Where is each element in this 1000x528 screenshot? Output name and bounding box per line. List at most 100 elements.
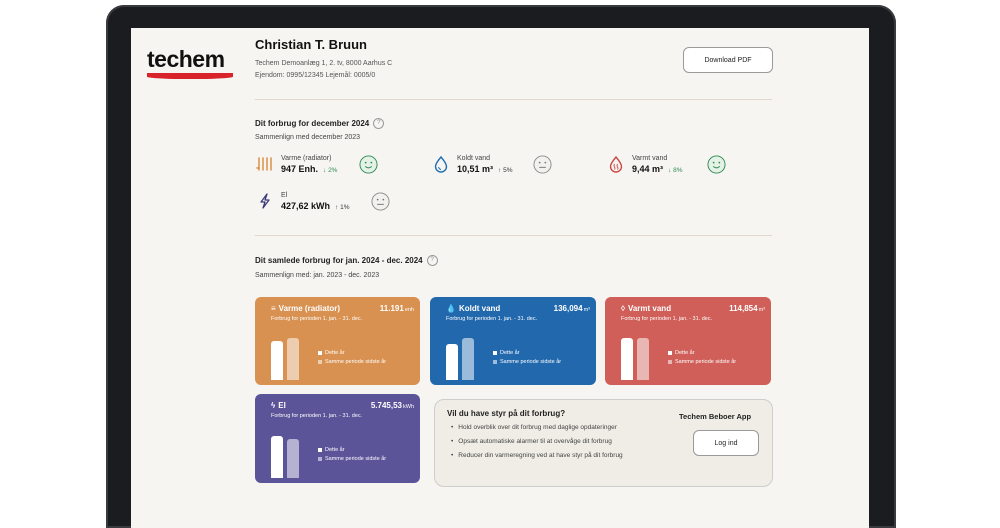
legend-current: Dette år [493, 350, 520, 356]
legend-text: Dette år [325, 447, 345, 453]
card-value: 5.745,53kWh [371, 401, 414, 410]
legend-text: Samme periode sidste år [500, 359, 562, 365]
card-heat[interactable]: ≡ Varme (radiator) 11.191enh Forbrug for … [255, 297, 420, 385]
card-unit: enh [404, 307, 414, 313]
bar-current-year [446, 344, 458, 380]
divider [255, 99, 772, 100]
logo-underline [147, 73, 233, 79]
legend-current: Dette år [318, 350, 345, 356]
legend-swatch [493, 351, 497, 355]
metric-value-text: 9,44 m³ [632, 163, 664, 174]
yearly-subtitle: Sammenlign med: jan. 2023 - dec. 2023 [255, 272, 380, 279]
neutral-face-icon [533, 155, 552, 174]
legend-previous: Samme periode sidste år [493, 359, 561, 365]
app-name: Techem Beboer App [679, 412, 752, 421]
legend-previous: Samme periode sidste år [318, 456, 386, 462]
card-title-text: Koldt vand [458, 304, 501, 313]
bar-current-year [271, 436, 283, 478]
metric-cold-water: Koldt vand 10,51 m³ ↑ 5% [431, 154, 512, 174]
help-icon[interactable]: ? [426, 255, 438, 266]
bar-previous-year [637, 338, 649, 380]
metric-value: 10,51 m³ ↑ 5% [457, 164, 512, 174]
metric-label: Varme (radiator) [281, 154, 332, 162]
metric-change: ↑ 1% [335, 203, 350, 211]
metric-hot-water: Varmt vand 9,44 m³ ↓ 8% [606, 154, 682, 174]
water-drop-icon [431, 154, 451, 174]
card-value: 11.191enh [380, 304, 414, 313]
card-hot-water[interactable]: ◊ Varmt vand 114,854m³ Forbrug for period… [605, 297, 771, 385]
app-promo: Vil du have styr på dit forbrug? Hold ov… [434, 399, 773, 487]
login-button[interactable]: Log ind [693, 430, 759, 456]
card-period: Forbrug for perioden 1. jan. - 31. dec. [621, 316, 713, 322]
card-period: Forbrug for perioden 1. jan. - 31. dec. [271, 316, 363, 322]
metric-value: 427,62 kWh ↑ 1% [281, 201, 349, 211]
legend-swatch [318, 360, 322, 364]
metric-change: ↓ 8% [668, 166, 683, 174]
card-title: ϟ El [271, 401, 286, 410]
happy-face-icon [707, 155, 726, 174]
legend-current: Dette år [668, 350, 695, 356]
legend-swatch [318, 351, 322, 355]
card-period: Forbrug for perioden 1. jan. - 31. dec. [446, 316, 538, 322]
legend-previous: Samme periode sidste år [318, 359, 386, 365]
metric-value: 9,44 m³ ↓ 8% [632, 164, 682, 174]
card-title: ≡ Varme (radiator) [271, 304, 340, 313]
help-icon[interactable]: ? [373, 118, 385, 129]
legend-swatch [668, 351, 672, 355]
card-value-text: 136,094 [553, 304, 583, 313]
promo-title: Vil du have styr på dit forbrug? [447, 409, 566, 418]
legend-swatch [318, 457, 322, 461]
screen: techem Christian T. Bruun Techem Demoanl… [131, 28, 869, 528]
card-period: Forbrug for perioden 1. jan. - 31. dec. [271, 413, 363, 419]
radiator-icon: ≡ [271, 304, 276, 313]
metric-change: ↓ 2% [323, 166, 338, 174]
card-unit: m³ [758, 307, 765, 313]
radiator-icon [255, 154, 275, 174]
resident-address: Techem Demoanlæg 1, 2. tv, 8000 Aarhus C [255, 60, 393, 67]
metric-change: ↑ 5% [498, 166, 513, 174]
property-info: Ejendom: 0995/12345 Lejemål: 0005/0 [255, 72, 376, 79]
legend-text: Dette år [675, 350, 695, 356]
metric-heat: Varme (radiator) 947 Enh. ↓ 2% [255, 154, 337, 174]
card-title-text: Varme (radiator) [278, 304, 341, 313]
metric-value-text: 10,51 m³ [457, 163, 494, 174]
card-title: ◊ Varmt vand [621, 304, 671, 313]
hot-water-icon: ◊ [621, 304, 625, 313]
card-cold-water[interactable]: 💧 Koldt vand 136,094m³ Forbrug for period… [430, 297, 596, 385]
metric-value: 947 Enh. ↓ 2% [281, 164, 337, 174]
card-title: 💧 Koldt vand [446, 304, 500, 313]
bar-previous-year [287, 439, 299, 478]
bar-current-year [271, 341, 283, 380]
bar-current-year [621, 338, 633, 380]
card-title-text: El [278, 401, 286, 410]
legend-text: Samme periode sidste år [675, 359, 737, 365]
card-value: 136,094m³ [554, 304, 590, 313]
water-drop-icon: 💧 [446, 304, 456, 313]
metric-value-text: 947 Enh. [281, 163, 319, 174]
download-pdf-button[interactable]: Download PDF [683, 47, 773, 73]
legend-previous: Samme periode sidste år [668, 359, 736, 365]
promo-bullet: Hold overblik over dit forbrug med dagli… [451, 424, 623, 431]
legend-swatch [668, 360, 672, 364]
lightning-icon: ϟ [271, 401, 276, 410]
legend-text: Dette år [325, 350, 345, 356]
bar-previous-year [462, 338, 474, 380]
promo-bullet: Opsæt automatiske alarmer til at overvåg… [451, 438, 623, 445]
card-value: 114,854m³ [729, 304, 765, 313]
resident-name: Christian T. Bruun [255, 37, 367, 52]
monthly-title-text: Dit forbrug for december 2024 [255, 119, 370, 128]
legend-text: Dette år [500, 350, 520, 356]
metric-value-text: 427,62 kWh [281, 200, 331, 211]
legend-current: Dette år [318, 447, 345, 453]
legend-swatch [493, 360, 497, 364]
techem-logo: techem [147, 48, 233, 79]
yearly-title-text: Dit samlede forbrug for jan. 2024 - dec.… [255, 256, 423, 265]
card-value-text: 114,854 [729, 304, 758, 313]
legend-swatch [318, 448, 322, 452]
promo-list: Hold overblik over dit forbrug med dagli… [451, 424, 623, 466]
bar-previous-year [287, 338, 299, 380]
card-electricity[interactable]: ϟ El 5.745,53kWh Forbrug for perioden 1. … [255, 394, 420, 483]
yearly-title: Dit samlede forbrug for jan. 2024 - dec.… [255, 255, 438, 266]
promo-bullet: Reducer din varmeregning ved at have sty… [451, 452, 622, 459]
logo-text: techem [147, 46, 225, 72]
